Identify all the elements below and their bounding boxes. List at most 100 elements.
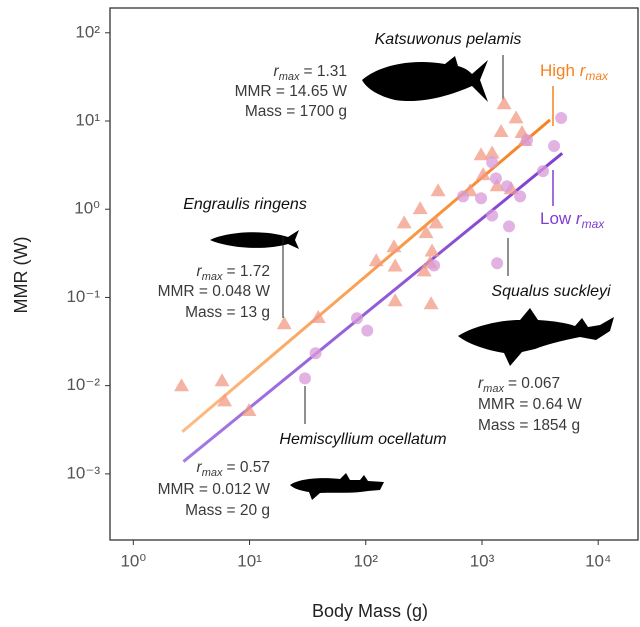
triangle-point (416, 263, 432, 277)
triangle-point (368, 253, 384, 267)
y-tick-label: 10¹ (75, 110, 100, 129)
rmax-subscript: max (279, 71, 300, 83)
rmax-line: rmax = 1.31 (274, 63, 347, 83)
triangle-point (430, 183, 446, 197)
mass-line: Mass = 1700 g (245, 103, 347, 120)
mass-line: Mass = 20 g (185, 502, 270, 519)
species-name: Katsuwonus pelamis (375, 31, 522, 48)
y-tick-label: 10² (75, 22, 100, 41)
rmax-symbol: r (478, 375, 484, 392)
species-name: Engraulis ringens (183, 196, 307, 213)
rmax-subscript: max (483, 383, 504, 395)
x-tick-label: 10² (353, 551, 378, 570)
mmr-line: MMR = 14.65 W (235, 83, 348, 100)
fit-label-symbol: r (576, 209, 583, 228)
triangle-point (493, 124, 509, 138)
rmax-symbol: r (197, 263, 203, 280)
plot-frame (109, 7, 639, 541)
mass-line: Mass = 1854 g (478, 417, 580, 434)
circle-point (428, 259, 441, 272)
rmax-symbol: r (274, 63, 280, 80)
rmax-value: = 1.31 (303, 63, 347, 80)
dogfish-silhouette (458, 308, 614, 366)
circle-point (503, 220, 516, 233)
triangle-point (241, 402, 257, 416)
circle-point (309, 347, 322, 360)
y-tick-label: 10⁰ (74, 199, 100, 218)
triangle-point (396, 215, 412, 229)
fit-label-symbol: r (580, 61, 587, 80)
circle-point (489, 172, 502, 185)
fit-line (181, 118, 551, 433)
triangle-point (310, 310, 326, 324)
leader-lines (282, 55, 509, 424)
triangle-point (217, 393, 233, 407)
silhouettes (210, 56, 614, 500)
triangle-point (424, 243, 440, 257)
fit-label: Low rmax (540, 209, 605, 231)
circle-point (555, 112, 568, 125)
circle-point (298, 372, 311, 385)
triangle-point (387, 258, 403, 272)
triangle-point (386, 239, 402, 253)
rmax-line: rmax = 0.57 (197, 459, 270, 479)
species-name: Hemiscyllium ocellatum (279, 431, 446, 448)
triangle-point (214, 373, 230, 387)
triangle-point (418, 225, 434, 239)
rmax-subscript: max (202, 271, 223, 283)
mmr-line: MMR = 0.012 W (158, 481, 271, 498)
tuna-silhouette (362, 56, 488, 102)
triangle-point (508, 110, 524, 124)
circle-point (475, 192, 488, 205)
circle-point (548, 140, 561, 153)
triangle-point (412, 201, 428, 215)
rmax-value: = 1.72 (226, 263, 270, 280)
circle-point (514, 190, 527, 203)
x-tick-label: 10⁴ (585, 551, 611, 570)
rmax-line: rmax = 1.72 (197, 263, 270, 283)
rmax-value: = 0.57 (226, 459, 270, 476)
y-tick-label: 10⁻² (66, 375, 100, 394)
circle-point (500, 180, 513, 193)
triangle-point (174, 378, 190, 392)
anchovy-silhouette (210, 230, 299, 249)
triangle-point (496, 96, 512, 110)
x-tick-label: 10⁰ (120, 551, 146, 570)
epaulette-silhouette (290, 473, 384, 500)
mass-line: Mass = 13 g (185, 304, 270, 321)
triangle-point (423, 296, 439, 310)
circle-point (537, 165, 550, 178)
x-axis-title: Body Mass (g) (312, 601, 428, 621)
circle-point (491, 257, 504, 270)
rmax-subscript: max (202, 467, 223, 479)
triangle-point (473, 147, 489, 161)
mmr-line: MMR = 0.048 W (158, 283, 271, 300)
y-tick-label: 10⁻¹ (66, 287, 100, 306)
triangle-point (387, 293, 403, 307)
mmr-line: MMR = 0.64 W (478, 396, 582, 413)
triangle-point (276, 316, 292, 330)
rmax-line: rmax = 0.067 (478, 375, 560, 395)
species-name: Squalus suckleyi (491, 283, 611, 300)
fit-label-text: Low (540, 209, 576, 228)
rmax-value: = 0.067 (508, 375, 560, 392)
triangle-point (428, 215, 444, 229)
x-tick-label: 10¹ (237, 551, 262, 570)
fit-label: High rmax (540, 61, 609, 83)
rmax-symbol: r (197, 459, 203, 476)
circle-point (457, 190, 470, 203)
y-axis-title: MMR (W) (11, 237, 31, 314)
fit-label-subscript: max (582, 217, 606, 231)
x-tick-label: 10³ (470, 551, 495, 570)
y-tick-label: 10⁻³ (66, 463, 100, 482)
triangle-point (484, 145, 500, 159)
fit-label-text: High (540, 61, 580, 80)
triangle-point (475, 167, 491, 181)
circle-point (361, 324, 374, 337)
circle-point (521, 133, 534, 146)
circle-point (486, 209, 499, 222)
circle-point (350, 312, 363, 325)
circle-point (486, 156, 499, 169)
